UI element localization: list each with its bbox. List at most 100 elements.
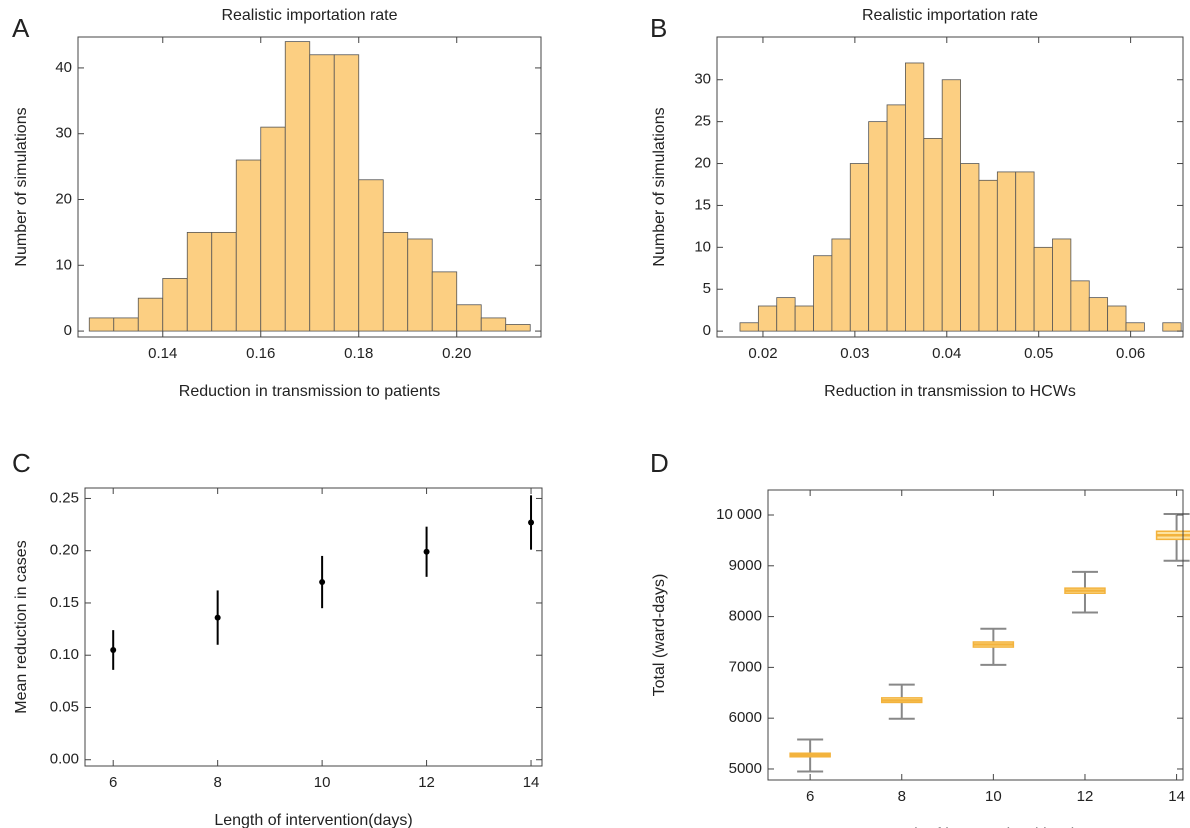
x-axis-label: Length of intervention(days) <box>214 812 412 828</box>
x-tick-label: 0.05 <box>1024 345 1053 362</box>
plot-frame <box>767 489 1184 781</box>
bar <box>260 126 286 332</box>
x-tick-label: 12 <box>418 774 435 791</box>
bar <box>284 41 311 332</box>
y-tick-label: 0 <box>64 322 72 339</box>
bar <box>1052 238 1072 332</box>
x-tick-label: 10 <box>985 788 1002 805</box>
y-axis-label: Number of simulations <box>13 107 30 266</box>
bar <box>1033 246 1053 332</box>
y-tick-label: 0.00 <box>50 751 79 768</box>
bar <box>456 304 482 332</box>
point <box>110 646 117 653</box>
x-tick-label: 0.14 <box>148 345 177 362</box>
x-tick-label: 10 <box>314 774 331 791</box>
bar <box>941 79 961 332</box>
y-axis-label: Number of simulations <box>651 107 668 266</box>
point <box>319 579 326 586</box>
plot-frame <box>84 487 543 767</box>
point <box>214 614 221 621</box>
x-tick-label: 6 <box>806 788 814 805</box>
bar <box>162 278 188 332</box>
y-tick-label: 25 <box>694 113 711 130</box>
x-tick-label: 0.03 <box>840 345 869 362</box>
y-axis-label: Mean reduction in cases <box>13 540 30 713</box>
bar <box>382 231 409 332</box>
bar <box>1088 297 1109 332</box>
x-tick-label: 8 <box>213 774 221 791</box>
bar <box>1070 280 1090 332</box>
bar <box>431 271 458 332</box>
y-tick-label: 8000 <box>729 608 762 625</box>
bar <box>831 238 851 332</box>
y-tick-label: 10 000 <box>716 506 762 523</box>
x-tick-label: 0.20 <box>442 345 471 362</box>
bar <box>88 317 115 332</box>
y-tick-label: 0.20 <box>50 542 79 559</box>
y-tick-label: 15 <box>694 196 711 213</box>
bar <box>923 137 943 332</box>
y-tick-label: 0 <box>703 322 711 339</box>
x-tick-label: 14 <box>523 774 540 791</box>
bar <box>235 159 262 332</box>
x-tick-label: 14 <box>1168 788 1185 805</box>
y-tick-label: 9000 <box>729 557 762 574</box>
plot-frame <box>716 36 1184 338</box>
y-tick-label: 5 <box>703 280 711 297</box>
y-tick-label: 30 <box>55 125 72 142</box>
bar <box>886 104 906 332</box>
y-tick-label: 0.05 <box>50 698 79 715</box>
y-tick-label: 30 <box>694 71 711 88</box>
bar <box>186 231 213 332</box>
bar <box>1162 322 1182 332</box>
point <box>528 519 535 526</box>
x-tick-label: 0.06 <box>1116 345 1145 362</box>
x-axis-label: Reduction in transmission to HCWs <box>824 383 1076 400</box>
bar <box>868 121 888 332</box>
bar <box>739 322 759 332</box>
y-tick-label: 0.15 <box>50 594 79 611</box>
bar <box>113 317 139 332</box>
bar <box>905 62 925 332</box>
point <box>423 548 430 555</box>
bar <box>978 179 998 332</box>
y-tick-label: 20 <box>694 155 711 172</box>
panel-label: A <box>12 13 30 43</box>
y-tick-label: 40 <box>55 59 72 76</box>
bar <box>1107 305 1127 332</box>
bar <box>137 297 164 332</box>
bar <box>813 255 833 332</box>
panel-label: C <box>12 448 31 478</box>
bar <box>1125 322 1145 332</box>
x-axis-label: Length of intervention (days) <box>874 826 1077 828</box>
y-tick-label: 20 <box>55 190 72 207</box>
y-tick-label: 0.10 <box>50 646 79 663</box>
y-tick-label: 5000 <box>729 760 762 777</box>
y-tick-label: 10 <box>694 238 711 255</box>
bar <box>776 297 796 332</box>
x-tick-label: 8 <box>898 788 906 805</box>
x-tick-label: 0.02 <box>748 345 777 362</box>
y-tick-label: 7000 <box>729 658 762 675</box>
bar <box>1015 171 1035 332</box>
bar <box>794 305 814 332</box>
x-tick-label: 0.04 <box>932 345 961 362</box>
chart-title: Realistic importation rate <box>862 7 1038 24</box>
bar <box>211 231 237 332</box>
x-axis-label: Reduction in transmission to patients <box>179 383 440 400</box>
y-tick-label: 10 <box>55 256 72 273</box>
x-tick-label: 0.16 <box>246 345 275 362</box>
x-tick-label: 0.18 <box>344 345 373 362</box>
chart-title: Realistic importation rate <box>221 7 397 24</box>
y-tick-label: 6000 <box>729 709 762 726</box>
y-axis-label: Total (ward-days) <box>651 574 668 697</box>
x-tick-label: 6 <box>109 774 117 791</box>
bar <box>960 163 980 332</box>
y-tick-label: 0.25 <box>50 489 79 506</box>
bar <box>996 171 1017 332</box>
bar <box>505 324 531 332</box>
bar <box>407 238 433 332</box>
bar <box>849 163 870 332</box>
